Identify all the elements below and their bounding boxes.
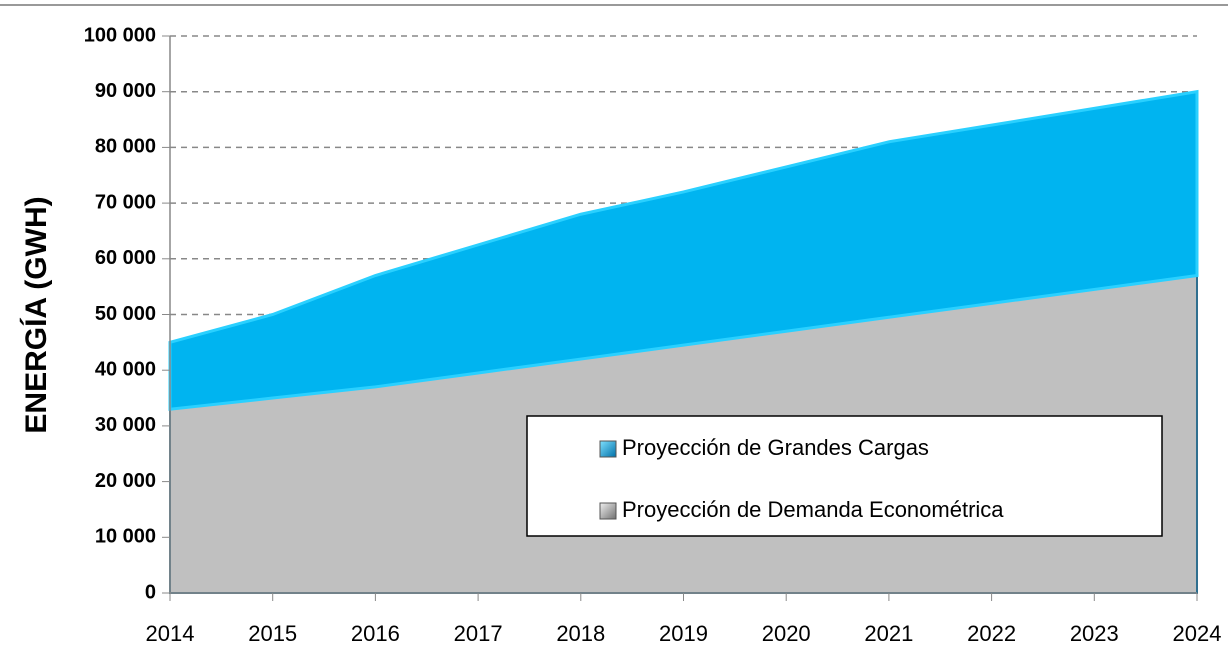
y-axis-label: ENERGÍA (GWH) [19, 196, 53, 433]
y-tick-label: 80 000 [95, 136, 156, 158]
x-tick-label: 2018 [556, 621, 605, 646]
legend-box [526, 415, 1163, 537]
y-tick-label: 90 000 [95, 80, 156, 102]
legend-label: Proyección de Demanda Econométrica [622, 497, 1004, 522]
y-tick-label: 100 000 [84, 24, 156, 46]
x-tick-label: 2016 [351, 621, 400, 646]
x-tick-label: 2014 [146, 621, 195, 646]
y-tick-label: 20 000 [95, 470, 156, 492]
x-tick-label: 2015 [248, 621, 297, 646]
area [168, 89, 1199, 411]
x-tick-label: 2021 [864, 621, 913, 646]
x-tick-label: 2023 [1070, 621, 1119, 646]
legend-label: Proyección de Grandes Cargas [622, 435, 929, 460]
y-tick-label: 40 000 [95, 358, 156, 380]
x-tick-label: 2022 [967, 621, 1016, 646]
y-tick-label: 60 000 [95, 247, 156, 269]
y-tick-label: 0 [145, 581, 156, 603]
legend-marker [599, 440, 617, 458]
legend-marker [599, 502, 617, 520]
y-tick-label: 70 000 [95, 191, 156, 213]
x-tick-label: 2020 [762, 621, 811, 646]
x-tick-label: 2024 [1173, 621, 1222, 646]
x-tick-label: 2019 [659, 621, 708, 646]
x-tick-label: 2017 [454, 621, 503, 646]
y-tick-label: 30 000 [95, 414, 156, 436]
y-tick-label: 50 000 [95, 303, 156, 325]
y-tick-label: 10 000 [95, 526, 156, 548]
